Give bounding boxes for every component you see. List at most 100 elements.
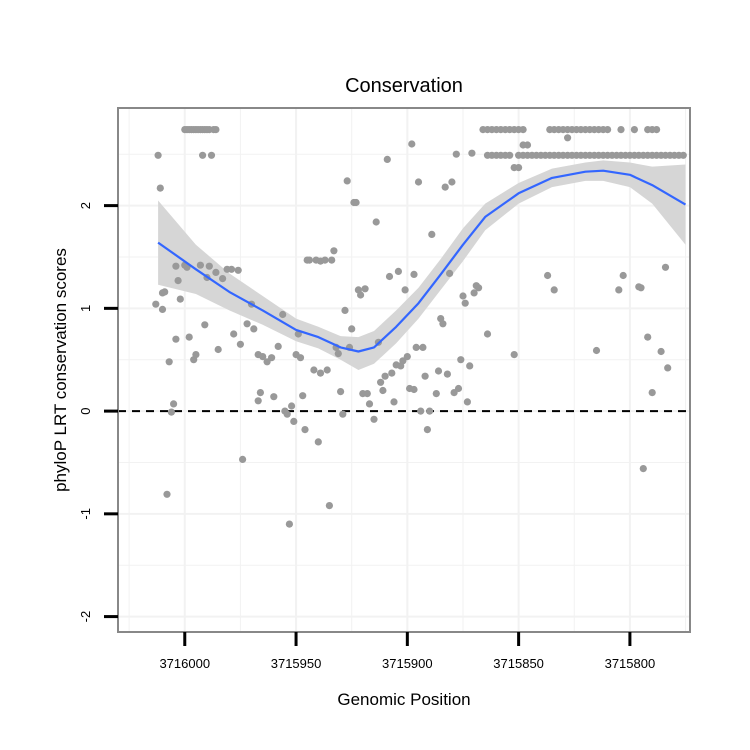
data-point (321, 256, 329, 264)
data-point (644, 333, 652, 341)
data-point (274, 342, 282, 350)
data-point (283, 410, 291, 418)
data-point (372, 218, 380, 226)
data-point (301, 426, 309, 434)
data-point (323, 366, 331, 374)
data-point (230, 330, 238, 338)
data-point (334, 350, 342, 358)
x-axis: 3716000 3715950 3715900 3715850 3715800 (159, 632, 655, 671)
plot-frame (117, 107, 691, 633)
data-point (414, 178, 423, 186)
data-point (214, 345, 222, 354)
data-point (432, 390, 440, 398)
data-point (454, 384, 463, 393)
data-point (365, 400, 374, 408)
data-point (205, 262, 213, 270)
grid (118, 108, 690, 632)
data-point (410, 270, 418, 278)
data-point (268, 354, 276, 362)
data-point (470, 289, 478, 297)
x-tick-label: 3715900 (382, 656, 433, 671)
data-point (176, 295, 184, 303)
data-point (463, 398, 471, 406)
data-point (250, 325, 258, 333)
data-point (270, 393, 278, 401)
data-point (661, 263, 670, 271)
data-point (461, 299, 469, 307)
data-point (243, 320, 251, 328)
data-point (443, 370, 451, 378)
data-point (201, 321, 209, 329)
data-point (172, 335, 180, 343)
data-point (296, 354, 305, 362)
data-point (196, 261, 204, 269)
data-point (483, 330, 492, 338)
data-point (426, 407, 434, 415)
y-tick-label: 2 (78, 202, 93, 209)
data-point (212, 126, 220, 134)
data-point (419, 343, 427, 351)
data-point (290, 417, 298, 425)
data-point (388, 369, 396, 377)
data-point (341, 306, 349, 314)
confidence-ribbon (158, 160, 686, 370)
data-point (174, 277, 182, 285)
data-point (459, 292, 467, 300)
data-point (519, 141, 527, 149)
data-point (299, 392, 307, 400)
x-tick-label: 3716000 (159, 656, 210, 671)
data-point (604, 126, 612, 134)
data-point (457, 356, 465, 364)
data-point (434, 367, 443, 375)
data-point (664, 364, 672, 372)
x-axis-title: Genomic Position (337, 690, 470, 709)
data-point (357, 291, 365, 299)
data-point (156, 184, 164, 192)
data-point (403, 353, 411, 361)
data-point (441, 183, 449, 191)
data-point (423, 426, 431, 434)
data-point (466, 362, 474, 370)
smooth-line (157, 169, 687, 353)
y-tick-label: -1 (78, 508, 93, 520)
data-point (219, 275, 227, 283)
data-point (630, 126, 639, 134)
data-point (172, 262, 180, 270)
data-point (227, 265, 236, 273)
data-point (158, 305, 167, 313)
data-point (383, 155, 391, 163)
data-point (370, 415, 378, 423)
y-axis-title: phyloP LRT conservation scores (51, 248, 70, 492)
data-point (506, 151, 514, 159)
data-point (401, 286, 409, 294)
data-point (285, 520, 293, 528)
data-point (648, 389, 656, 397)
data-point (377, 378, 385, 386)
x-tick-label: 3715950 (271, 656, 322, 671)
data-point (170, 400, 178, 408)
data-point (468, 149, 476, 157)
data-point (163, 490, 171, 498)
data-point (343, 177, 351, 185)
confidence-ribbon-layer (158, 160, 686, 370)
data-point (564, 134, 572, 142)
x-tick-label: 3715850 (493, 656, 544, 671)
data-point (421, 372, 429, 380)
data-point (510, 351, 518, 359)
data-point (550, 286, 558, 294)
data-point (439, 320, 447, 328)
data-point (592, 346, 601, 355)
chart-title: Conservation (345, 75, 463, 97)
data-point (348, 325, 356, 333)
data-point (653, 126, 661, 134)
data-point (475, 284, 483, 292)
data-point (279, 310, 287, 319)
y-tick-label: 1 (78, 305, 93, 312)
y-tick-label: 0 (78, 407, 93, 414)
data-point (314, 438, 322, 446)
data-point (239, 455, 247, 463)
data-point (410, 385, 418, 394)
data-point (361, 285, 369, 293)
data-point (337, 388, 345, 396)
